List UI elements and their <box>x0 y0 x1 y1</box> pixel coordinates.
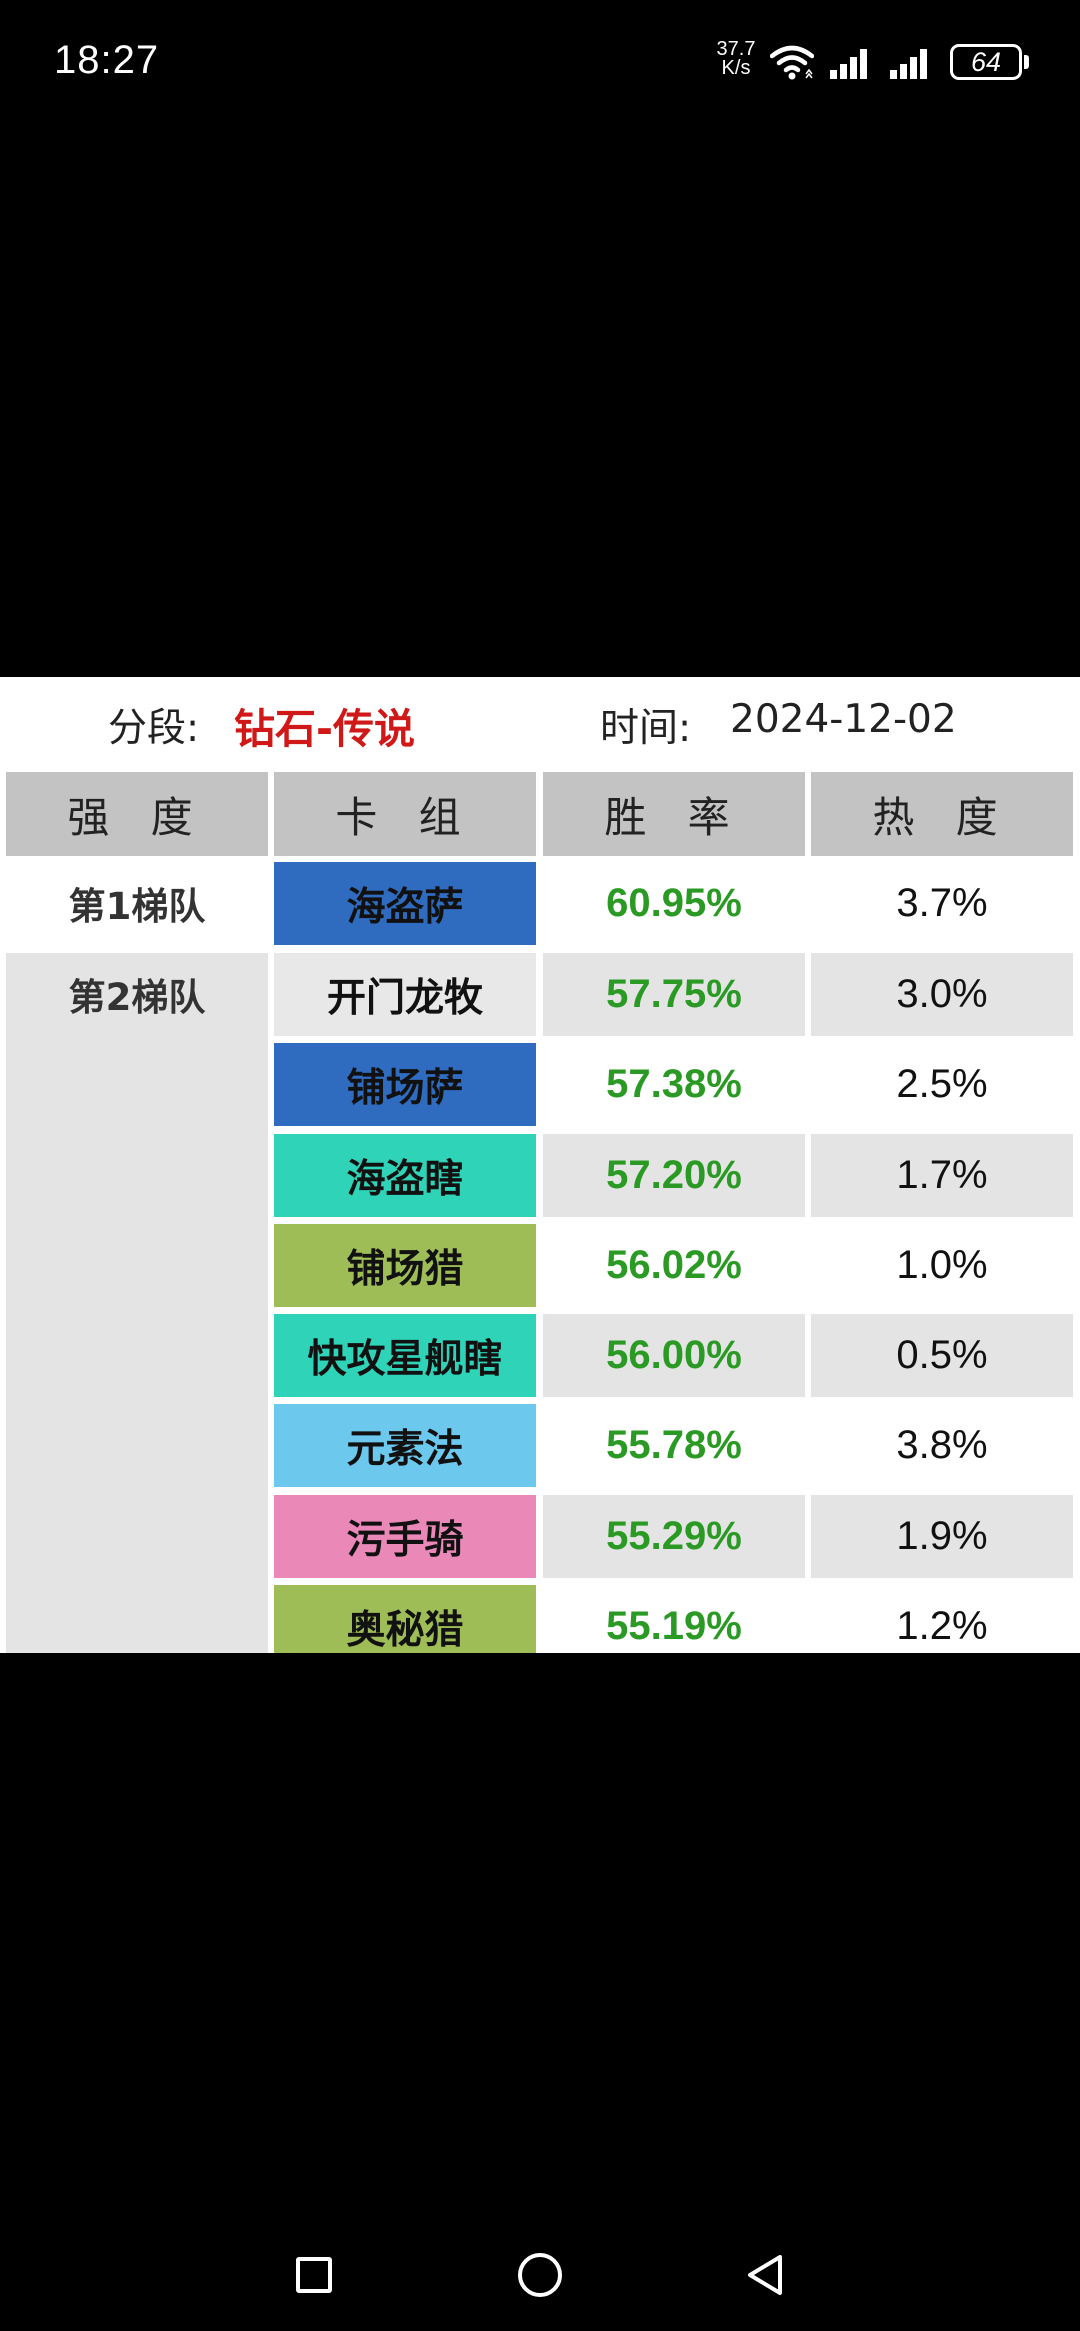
header-line: 分段: 钻石-传说 时间: 2024-12-02 <box>0 677 1080 769</box>
deck-cell: 铺场猎 <box>274 1224 536 1307</box>
rank-label: 分段: <box>108 706 200 751</box>
heat-cell: 1.0% <box>896 1243 988 1287</box>
deck-cell: 污手骑 <box>274 1495 536 1578</box>
heat-cell: 1.7% <box>811 1134 1073 1217</box>
signal-icon <box>890 49 927 79</box>
heat-cell: 3.0% <box>811 953 1073 1036</box>
column-header-strength: 强 度 <box>6 772 268 856</box>
deck-cell: 海盗瞎 <box>274 1134 536 1217</box>
battery-level: 64 <box>970 47 1002 77</box>
network-speed-unit: K/s <box>721 57 751 79</box>
heat-cell: 3.8% <box>896 1423 988 1467</box>
heat-cell: 1.2% <box>896 1604 988 1648</box>
deck-cell: 快攻星舰瞎 <box>274 1314 536 1397</box>
deck-cell: 铺场萨 <box>274 1043 536 1126</box>
status-bar: 18:27 37.7 K/s 64 <box>0 0 1080 120</box>
win-rate-cell: 57.20% <box>543 1134 805 1217</box>
date-value: 2024-12-02 <box>730 697 957 742</box>
deck-cell: 海盗萨 <box>274 862 536 945</box>
win-rate-cell: 56.00% <box>543 1314 805 1397</box>
network-speed-value: 37.7 <box>716 38 756 60</box>
column-header-win-rate: 胜 率 <box>543 772 805 856</box>
signal-icon <box>830 49 867 79</box>
win-rate-cell: 55.29% <box>543 1495 805 1578</box>
rank-value: 钻石-传说 <box>234 705 416 753</box>
win-rate-cell: 57.38% <box>606 1062 742 1106</box>
battery-tip <box>1024 55 1029 69</box>
back-icon[interactable] <box>742 2251 788 2299</box>
heat-cell: 0.5% <box>811 1314 1073 1397</box>
deck-cell: 元素法 <box>274 1404 536 1487</box>
heat-cell: 2.5% <box>896 1062 988 1106</box>
column-header-heat: 热 度 <box>811 772 1073 856</box>
heat-cell: 1.9% <box>811 1495 1073 1578</box>
deck-cell: 奥秘猎 <box>274 1585 536 1653</box>
battery-icon: 64 <box>950 44 1022 80</box>
deck-cell: 开门龙牧 <box>274 953 536 1036</box>
date-label: 时间: <box>600 706 692 751</box>
wifi-icon <box>770 45 814 80</box>
win-rate-cell: 57.75% <box>543 953 805 1036</box>
status-time: 18:27 <box>54 38 160 82</box>
home-icon[interactable] <box>518 2253 562 2297</box>
recent-apps-icon[interactable] <box>296 2257 332 2293</box>
tier-list-image: 分段: 钻石-传说 时间: 2024-12-02 强 度 卡 组 胜 率 热 度… <box>0 677 1080 1653</box>
tier-2-label: 第2梯队 <box>6 953 268 1653</box>
tier-1-label: 第1梯队 <box>68 885 206 928</box>
win-rate-cell: 60.95% <box>606 881 742 925</box>
win-rate-cell: 55.19% <box>606 1604 742 1648</box>
network-speed: 37.7 K/s <box>712 38 760 79</box>
win-rate-cell: 56.02% <box>606 1243 742 1287</box>
win-rate-cell: 55.78% <box>606 1423 742 1467</box>
heat-cell: 3.7% <box>896 881 988 925</box>
column-header-deck: 卡 组 <box>274 772 536 856</box>
